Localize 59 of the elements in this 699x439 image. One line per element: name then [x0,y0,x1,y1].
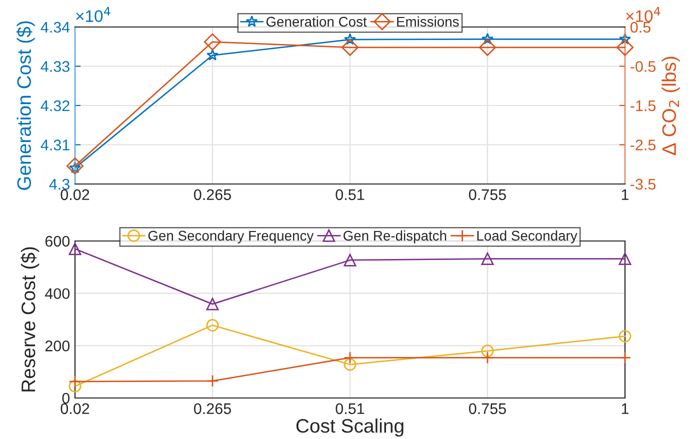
point [478,38,496,56]
point [344,351,356,364]
point [68,380,82,392]
point [344,33,356,45]
point [66,157,84,174]
x-tick-label: 0.755 [468,403,506,414]
y-axis-title: Generation Cost ($) [16,21,35,190]
y-tick-label: 4.33 [40,61,70,72]
x-tick-label: 0.755 [468,189,506,200]
point [619,32,631,44]
point [341,38,359,56]
legend-label: Gen Re-dispatch [344,230,446,244]
y-tick-label: 4.31 [40,140,70,150]
legend-label: Load Secondary [477,230,578,244]
y2-axis-title: Δ CO$_{2}$ (lbs) [662,56,680,156]
point [204,33,222,50]
y-tick-label: 4.3 [49,178,70,190]
x-axis-title: Cost Scaling [296,418,404,437]
y2-tick-label: -3.5 [630,178,656,190]
x-tick-label: 0.02 [60,403,90,414]
legend-label: Gen Secondary Frequency [148,230,314,244]
point [68,375,82,388]
y-tick-label: 400 [45,288,70,300]
text: ×10$^{4}$ [76,6,110,22]
y2-tick-label: 0.5 [630,22,650,33]
x-tick-label: 0.51 [336,403,364,414]
y2-tick-label: -2.5 [630,140,656,150]
y-tick-label: 0 [62,392,70,404]
y2-tick-label: -0.5 [630,61,656,72]
point [206,298,219,310]
y-tick-label: 200 [45,340,70,352]
x-tick-label: 0.265 [194,189,231,200]
point [206,49,218,60]
point [618,351,632,364]
y-tick-label: 4.32 [40,100,70,112]
y-tick-label: 4.34 [40,22,70,33]
y2-tick-label: -1.5 [630,100,656,112]
point [482,32,494,44]
x-tick-label: 0.265 [194,403,231,414]
point [68,242,82,256]
point [481,252,494,266]
x-tick-label: 1 [622,189,629,200]
y-tick-label: 600 [45,236,70,247]
point [344,254,356,266]
point [616,38,634,56]
point [618,330,632,342]
point [344,358,356,371]
x-tick-label: 0.51 [336,189,364,200]
point [618,252,632,266]
legend-label: Generation Cost [266,16,367,27]
point [206,319,219,332]
point [206,374,219,388]
x-tick-label: 0.02 [60,189,90,200]
y-axis-title: Reserve Cost ($) [20,247,40,392]
x-tick-label: 1 [622,403,629,414]
point [481,344,494,358]
text: ×10$^{4}$ [626,6,660,22]
legend-label: Emissions [397,16,459,27]
point [481,351,494,364]
